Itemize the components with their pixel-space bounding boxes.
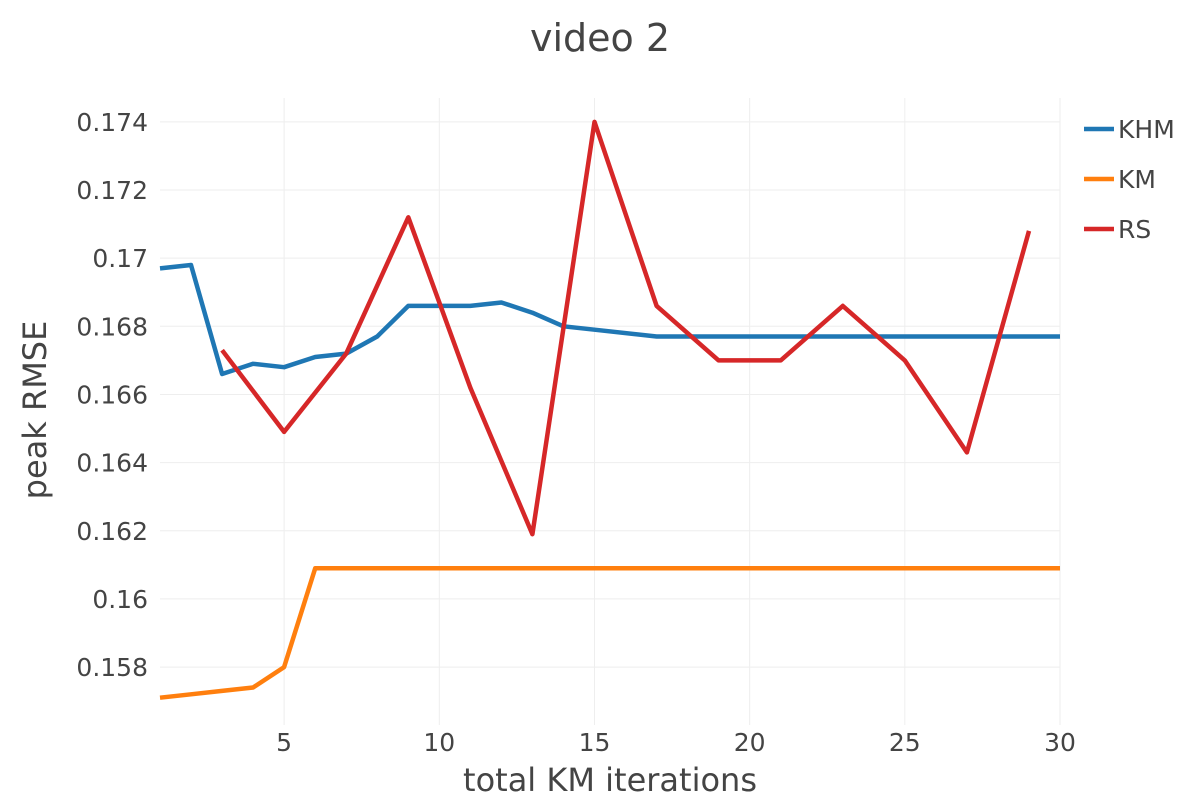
y-tick-label: 0.172 [76,176,148,205]
x-tick-label: 5 [276,728,292,757]
legend: KHM KM RS [1084,115,1175,244]
y-tick-label: 0.16 [92,585,148,614]
x-tick-label: 25 [889,728,921,757]
x-tick-label: 20 [734,728,766,757]
legend-item-km: KM [1084,165,1156,194]
legend-label: KHM [1118,115,1175,144]
y-axis-title: peak RMSE [16,321,54,500]
series-line-km [160,568,1060,697]
y-tick-label: 0.174 [76,108,148,137]
series-line-khm [160,265,1060,374]
y-tick-label: 0.17 [92,244,148,273]
legend-item-khm: KHM [1084,115,1175,144]
tick-layer: 5 10 15 20 25 30 0.158 0.16 0.162 0.164 0.166 0.168… [76,108,1075,757]
legend-label: RS [1118,215,1151,244]
y-tick-label: 0.166 [76,380,148,409]
legend-label: KM [1118,165,1156,194]
chart-title: video 2 [530,16,670,60]
x-tick-label: 10 [423,728,455,757]
legend-item-rs: RS [1084,215,1151,244]
y-tick-label: 0.168 [76,312,148,341]
y-tick-label: 0.164 [76,449,148,478]
x-tick-label: 30 [1044,728,1076,757]
series-line-rs [222,122,1029,534]
x-axis-title: total KM iterations [463,761,757,799]
series-layer [160,122,1060,698]
y-tick-label: 0.158 [76,653,148,682]
y-tick-label: 0.162 [76,517,148,546]
x-tick-label: 15 [579,728,611,757]
